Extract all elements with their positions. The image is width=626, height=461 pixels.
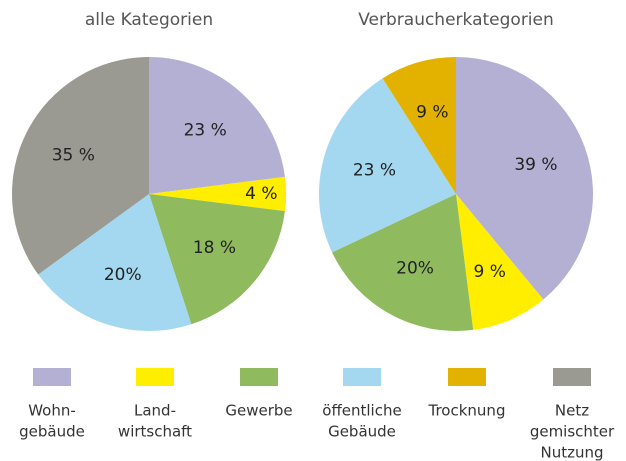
- legend-label: Land-: [134, 402, 176, 420]
- value-label: 4 %: [245, 184, 277, 204]
- legend-label: Gewerbe: [225, 402, 292, 420]
- legend-label: Netz: [555, 402, 589, 420]
- pie-slice: [456, 57, 593, 300]
- value-label: 35 %: [52, 145, 95, 165]
- legend-label: gebäude: [19, 423, 85, 441]
- pie-slice: [318, 78, 456, 253]
- pie-slice: [12, 57, 150, 275]
- legend-label: Nutzung: [540, 444, 603, 461]
- value-label: 9 %: [474, 262, 506, 282]
- pie-slice: [382, 57, 456, 194]
- value-label: 39 %: [514, 155, 557, 175]
- pie-slice: [456, 194, 544, 330]
- value-label: 23 %: [353, 160, 396, 180]
- value-label: 18 %: [193, 238, 236, 258]
- legend-label: Wohn-: [28, 402, 76, 420]
- legend-swatch: [448, 368, 486, 386]
- value-label: 9 %: [416, 102, 448, 122]
- pie-slice: [332, 194, 474, 331]
- legend-swatch: [136, 368, 174, 386]
- legend-label: gemischter: [530, 423, 615, 441]
- pie-slice: [38, 194, 192, 331]
- legend-swatch: [343, 368, 381, 386]
- pie-slice: [149, 194, 285, 325]
- pie-slice: [149, 57, 285, 194]
- legend-swatch: [240, 368, 278, 386]
- legend-label: öffentliche: [322, 402, 401, 420]
- value-label: 23 %: [184, 120, 227, 140]
- value-label: 20%: [104, 265, 142, 285]
- legend-label: wirtschaft: [118, 423, 192, 441]
- pie-slice: [149, 176, 286, 212]
- legend-label: Trocknung: [428, 402, 506, 420]
- legend-swatch: [553, 368, 591, 386]
- value-label: 20%: [396, 258, 434, 278]
- chart-title: Verbraucherkategorien: [358, 10, 554, 30]
- legend-label: Gebäude: [328, 423, 396, 441]
- legend-swatch: [33, 368, 71, 386]
- chart-title: alle Kategorien: [85, 10, 213, 30]
